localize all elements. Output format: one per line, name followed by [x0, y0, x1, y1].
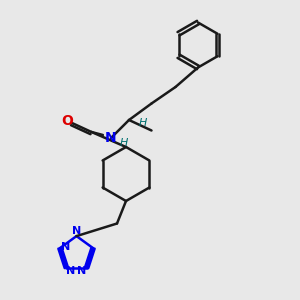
Text: H: H: [139, 118, 147, 128]
Text: H: H: [119, 138, 128, 148]
Text: N: N: [105, 131, 117, 145]
Text: N: N: [61, 242, 70, 252]
Text: N: N: [72, 226, 81, 236]
Text: N: N: [66, 266, 76, 276]
Text: N: N: [77, 266, 86, 276]
Text: O: O: [61, 114, 74, 128]
